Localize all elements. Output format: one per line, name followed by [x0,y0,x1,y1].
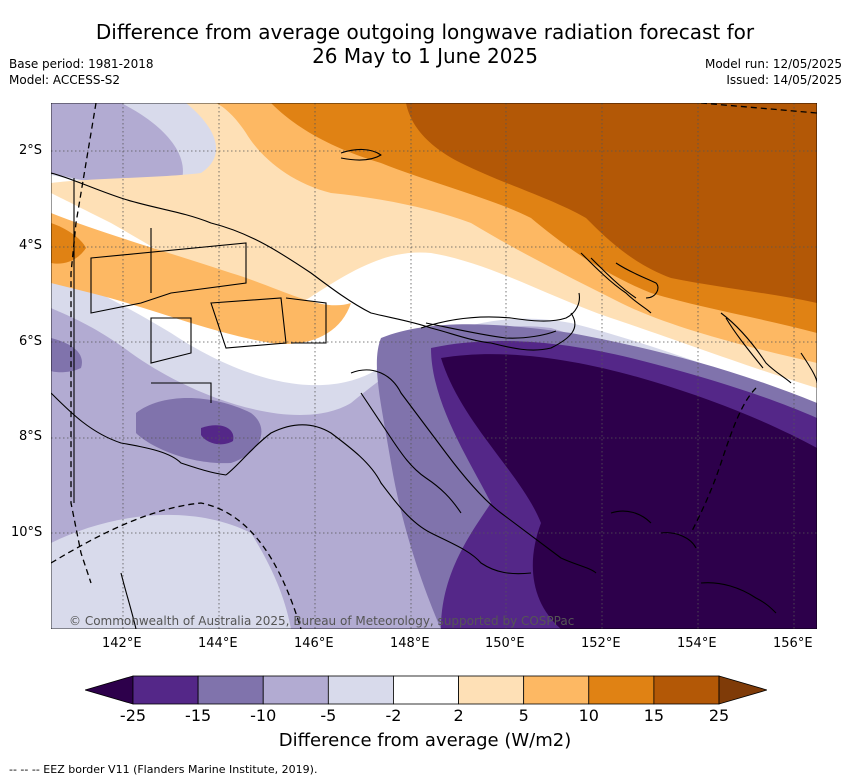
eez-west [70,103,97,584]
coastline-new-guinea [51,172,576,351]
lon-label-156e: 156°E [773,636,813,651]
colorbar-tick-label: -2 [385,706,402,725]
model-run: Model run: 12/05/2025 [704,57,842,71]
lat-label-2s: 2°S [19,143,43,158]
colorbar-segment [262,675,329,705]
colorbar-segment [393,675,459,705]
field-topleft-purple [51,103,183,188]
lon-label-148e: 148°E [390,636,430,651]
coastline-new-ireland [580,252,652,314]
meta-right: Model run: 12/05/2025 Issued: 14/05/2025 [705,56,842,88]
colorbar-tick-label: -10 [250,706,277,725]
field-lowerleft-light [51,514,291,629]
copyright-text: © Commonwealth of Australia 2025, Bureau… [69,614,574,628]
eez-east [690,387,757,534]
coastlines [51,148,817,629]
lon-label-152e: 152°E [581,636,621,651]
coastline-papua [350,369,597,574]
colorbar-tick-label: -15 [185,706,212,725]
map-title: Difference from average outgoing longwav… [0,20,850,68]
lon-label-144e: 144°E [198,636,238,651]
coastline-bougainville [720,312,792,384]
colorbar-segment [588,675,655,705]
lon-label-146e: 146°E [294,636,334,651]
coastline-manus [340,148,382,161]
lat-label-6s: 6°S [19,334,43,349]
colorbar-tick-label: 2 [453,706,464,725]
olr-map: © Commonwealth of Australia 2025, Bureau… [51,103,817,629]
issued-date: Issued: 14/05/2025 [726,73,842,87]
colorbar-tick-label: 15 [643,706,665,725]
field-left-darkorange [51,223,86,264]
model-name: Model: ACCESS-S2 [9,73,121,87]
colorbar-arrow-low [85,675,134,705]
colorbar-tick-label: -5 [320,706,337,725]
colorbar-segment [197,675,264,705]
field-left-orange [51,213,351,344]
colorbar [85,675,767,705]
field-highlands-core [201,425,234,445]
meta-left: Base period: 1981-2018 Model: ACCESS-S2 [9,56,154,88]
colorbar-segment [327,675,394,705]
base-period: Base period: 1981-2018 [9,57,154,71]
colorbar-tick-label: 10 [578,706,599,725]
field-highlands-patch [136,398,262,464]
colorbar-segment [458,675,525,705]
lat-label-4s: 4°S [19,238,43,253]
colorbar-arrow-high [718,675,767,705]
admin-borders [73,178,327,503]
coastline-new-britain [420,292,580,339]
colorbar-segment [132,675,199,705]
lon-label-142e: 142°E [102,636,142,651]
lon-label-154e: 154°E [677,636,717,651]
eez-borders [51,103,817,629]
coastline-cape-york [120,572,137,629]
colorbar-tick-label: -25 [119,706,147,725]
colorbar-segment [653,675,720,705]
colorbar-tick-label: 25 [708,706,730,725]
colorbar-segment [523,675,590,705]
eez-footnote: -- -- -- EEZ border V11 (Flanders Marine… [9,763,318,776]
colorbar-tick-label: 5 [518,706,529,725]
lat-label-10s: 10°S [11,525,43,540]
colorbar-title: Difference from average (W/m2) [278,730,572,751]
title-line-2: 26 May to 1 June 2025 [312,44,538,68]
eez-south [51,502,302,629]
title-line-1: Difference from average outgoing longwav… [95,20,755,44]
lat-label-8s: 8°S [19,429,43,444]
field-neg-band-3 [441,354,817,629]
field-band-pos-max [406,103,817,303]
lon-label-150e: 150°E [485,636,525,651]
